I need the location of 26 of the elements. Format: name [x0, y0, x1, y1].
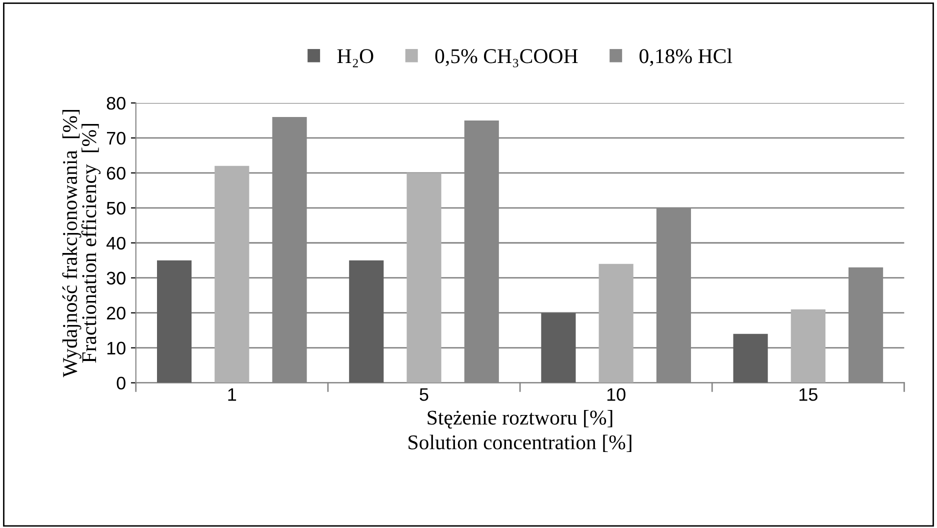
- x-tick-label: 5: [420, 388, 428, 401]
- y-tick-label: 20: [106, 306, 126, 320]
- bar: [349, 260, 384, 383]
- x-tick-label: 1: [228, 388, 236, 401]
- y-tick-label: 0: [116, 376, 126, 390]
- y-tick-label: 40: [106, 236, 126, 250]
- legend-label: 0,5% CH₃COOH: [435, 49, 578, 68]
- bar: [156, 260, 192, 383]
- legend-label: H₂O: [337, 49, 374, 68]
- x-axis-title: Stężenie roztworu [%] Solution concentration [%]: [408, 410, 632, 452]
- bar: [406, 172, 442, 383]
- y-axis-title: Wydajność frakcjonowania [%] Fractionation efficiency [%]: [62, 110, 101, 378]
- y-tick-label: 70: [106, 132, 126, 145]
- y-tick-label: 60: [106, 166, 126, 180]
- bar: [541, 312, 576, 383]
- bar: [214, 166, 250, 383]
- legend-label: 0,18% HCl: [640, 48, 732, 66]
- y-tick-label: 80: [106, 96, 126, 110]
- y-tick-label: 30: [106, 272, 126, 285]
- y-tick-label: 50: [106, 202, 126, 215]
- bar: [598, 264, 634, 383]
- x-tick-label: 15: [800, 388, 818, 401]
- y-tick-label: 10: [107, 342, 126, 355]
- bar: [790, 309, 826, 383]
- x-tick-label: 10: [607, 388, 626, 401]
- bar: [733, 334, 768, 383]
